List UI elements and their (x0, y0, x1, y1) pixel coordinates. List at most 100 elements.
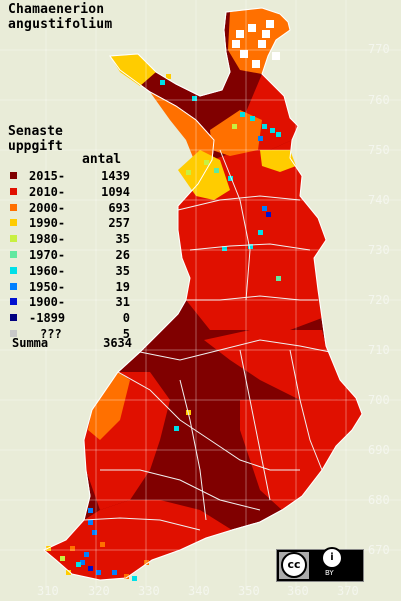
legend-label: 1980- (29, 232, 66, 247)
region-boundary (289, 349, 323, 471)
legend-row: 2015- 1439 (10, 169, 130, 183)
x-tick-label: 370 (337, 584, 359, 598)
record-cell (92, 530, 97, 535)
x-tick-label: 350 (238, 584, 260, 598)
legend-total-row: Summa 3634 (12, 336, 132, 350)
legend-label: 1950- (29, 279, 66, 294)
legend-count: 5 (122, 327, 130, 341)
legend-swatch (10, 251, 17, 258)
legend-swatch (10, 330, 17, 337)
species-name-line2: angustifolium (8, 17, 113, 32)
record-cell (190, 176, 195, 181)
legend-row: 1960- 35 (10, 264, 130, 278)
record-cell (258, 230, 263, 235)
y-tick-label: 740 (368, 193, 390, 207)
record-cell (276, 276, 281, 281)
y-tick-label: 720 (368, 293, 390, 307)
record-cell (214, 168, 219, 173)
legend-count: 1439 (101, 169, 130, 183)
y-tick-label: 700 (368, 393, 390, 407)
record-cell (144, 560, 149, 565)
record-cell (160, 80, 165, 85)
record-cell (66, 570, 71, 575)
attribution-icon: i (321, 547, 343, 569)
record-cell (132, 576, 137, 581)
record-cell (232, 124, 237, 129)
record-cell (250, 116, 255, 121)
records-2000-west (88, 372, 130, 440)
record-cell (248, 244, 253, 249)
y-tick-label: 770 (368, 42, 390, 56)
legend-row: 1980- 35 (10, 232, 130, 246)
legend-label: 1990- (29, 216, 66, 231)
finland-coastline (43, 7, 363, 581)
record-cell (192, 96, 197, 101)
legend-label: 2000- (29, 200, 66, 215)
legend-label: 2015- (29, 169, 66, 183)
region-boundary (117, 371, 300, 471)
record-cell (80, 560, 85, 565)
legend-label: 1900- (29, 295, 66, 310)
record-cell (174, 426, 179, 431)
record-cell (84, 552, 89, 557)
records-2010-southeast (240, 398, 362, 510)
no-record-cell (252, 60, 260, 68)
legend-count: 1094 (101, 184, 130, 199)
y-tick-label: 690 (368, 443, 390, 457)
region-boundary (139, 339, 331, 361)
x-tick-label: 340 (188, 584, 210, 598)
no-record-cell (272, 52, 280, 60)
legend-count: 26 (115, 248, 130, 262)
legend-count-header: antal (82, 152, 122, 167)
legend-row: 2010- 1094 (10, 185, 130, 199)
x-tick-label: 310 (37, 584, 59, 598)
record-cell (100, 542, 105, 547)
record-cell (128, 60, 133, 65)
y-tick-label: 680 (368, 493, 390, 507)
y-tick-label: 750 (368, 143, 390, 157)
legend-total-count: 3634 (103, 336, 132, 350)
legend-label: 2010- (29, 184, 66, 199)
license-badge: cc i BY (276, 547, 364, 582)
legend-row: 1990- 257 (10, 216, 130, 230)
legend-label: 1970- (29, 248, 66, 262)
record-cell (266, 212, 271, 217)
records-1990-lapland-east (260, 150, 296, 172)
y-tick-label: 710 (368, 343, 390, 357)
legend-swatch (10, 203, 17, 211)
legend-row: 1970- 26 (10, 248, 130, 262)
license-by-label: BY (325, 569, 334, 577)
region-boundary (179, 379, 207, 521)
records-2010-east (204, 330, 356, 400)
record-cell (88, 566, 93, 571)
legend-heading-line2: uppgift (8, 139, 63, 154)
record-cell (240, 112, 245, 117)
record-cell (96, 570, 101, 575)
region-boundary (177, 195, 301, 211)
records-1990-northwest (178, 150, 230, 200)
legend-swatch (10, 219, 17, 227)
region-boundary (239, 349, 271, 501)
legend-swatch (10, 282, 17, 290)
legend-count: 693 (108, 200, 130, 215)
record-cell (204, 160, 209, 165)
region-boundary (186, 295, 318, 301)
x-tick-label: 330 (138, 584, 160, 598)
legend-row: -1899 0 (10, 311, 130, 325)
legend-count: 0 (122, 311, 130, 326)
no-record-cell (236, 30, 244, 38)
record-cell (258, 136, 263, 141)
legend-count: 35 (115, 263, 130, 278)
legend-row: 2000- 693 (10, 201, 130, 215)
legend-heading-line1: Senaste (8, 124, 63, 139)
legend-swatch (10, 187, 17, 195)
legend-swatch (10, 172, 17, 179)
legend-count: 35 (115, 232, 130, 247)
records-2000-lapland (210, 110, 262, 156)
no-record-cell (262, 30, 270, 38)
record-cell (262, 206, 267, 211)
record-cell (88, 520, 93, 525)
no-record-cell (232, 40, 240, 48)
legend-label: 1960- (29, 263, 66, 278)
